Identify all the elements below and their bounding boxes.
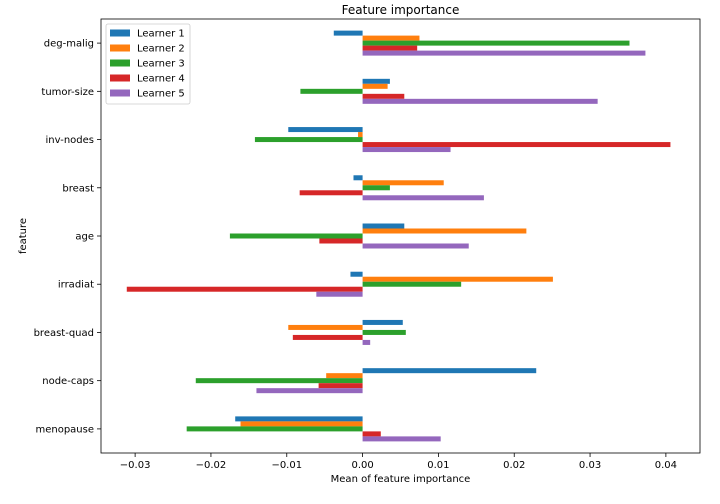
plot-frame — [100, 18, 701, 454]
bar-age-learner-5 — [362, 243, 469, 249]
bar-breast-quad-learner-5 — [362, 339, 371, 345]
legend-label-learner-1: Learner 1 — [137, 29, 185, 40]
bar-breast-quad-learner-3 — [362, 329, 406, 335]
y-tick-label-tumor-size: tumor-size — [41, 87, 94, 98]
legend: Learner 1 Learner 2 Learner 3 Learner 4 Lear… — [105, 23, 191, 105]
y-tick-label-menopause: menopause — [35, 424, 94, 435]
bar-deg-malig-learner-4 — [362, 45, 418, 51]
bar-irradiat-learner-1 — [350, 271, 363, 277]
bar-breast-quad-learner-2 — [288, 324, 363, 330]
x-axis-ticks: −0.03 −0.02 −0.01 0.00 0.01 0.02 0.03 0.04 — [120, 453, 677, 471]
bar-menopause-learner-2 — [240, 421, 363, 427]
bar-age-learner-2 — [362, 228, 527, 234]
x-tick-label: 0.04 — [655, 460, 677, 471]
bar-breast-learner-5 — [362, 195, 484, 201]
y-tick-label-node-caps: node-caps — [42, 376, 94, 387]
bar-breast-learner-4 — [299, 190, 363, 196]
bar-irradiat-learner-5 — [316, 291, 363, 297]
legend-swatch-learner-4 — [110, 74, 130, 82]
bar-breast-learner-3 — [362, 185, 390, 191]
bar-node-caps-learner-4 — [318, 383, 363, 389]
bar-menopause-learner-1 — [235, 416, 363, 422]
legend-swatch-learner-5 — [110, 89, 130, 97]
y-axis-label: feature — [18, 218, 29, 254]
bar-breast-learner-1 — [353, 175, 363, 181]
bar-node-caps-learner-3 — [195, 378, 363, 384]
bar-irradiat-learner-4 — [126, 286, 363, 292]
y-tick-label-deg-malig: deg-malig — [44, 39, 94, 50]
legend-label-learner-3: Learner 3 — [137, 59, 185, 70]
y-tick-label-age: age — [75, 232, 94, 243]
bar-age-learner-1 — [362, 223, 405, 229]
bar-node-caps-learner-2 — [326, 373, 363, 379]
bar-irradiat-learner-3 — [362, 281, 462, 287]
legend-label-learner-5: Learner 5 — [137, 89, 185, 100]
bar-tumor-size-learner-4 — [362, 93, 405, 99]
bar-tumor-size-learner-5 — [362, 98, 598, 104]
bar-inv-nodes-learner-5 — [362, 147, 451, 153]
bar-node-caps-learner-1 — [362, 368, 537, 374]
y-tick-label-inv-nodes: inv-nodes — [45, 135, 94, 146]
y-tick-label-breast-quad: breast-quad — [34, 328, 94, 339]
bar-menopause-learner-5 — [362, 436, 441, 442]
bar-deg-malig-learner-3 — [362, 40, 630, 46]
x-tick-label: 0.01 — [427, 460, 449, 471]
y-tick-label-irradiat: irradiat — [58, 280, 94, 291]
bar-menopause-learner-4 — [362, 431, 381, 437]
x-tick-label: 0.02 — [503, 460, 525, 471]
bar-deg-malig-learner-5 — [362, 50, 646, 56]
x-tick-label: 0.00 — [351, 460, 373, 471]
bar-tumor-size-learner-2 — [362, 83, 388, 89]
x-axis-label: Mean of feature importance — [331, 474, 471, 485]
y-axis-ticks: deg-malig tumor-size inv-nodes breast age irr… — [34, 39, 101, 435]
bar-node-caps-learner-5 — [256, 388, 363, 394]
x-tick-label: −0.01 — [271, 460, 302, 471]
bar-deg-malig-learner-1 — [333, 30, 363, 36]
bar-deg-malig-learner-2 — [362, 35, 420, 41]
legend-frame — [105, 23, 191, 105]
bar-tumor-size-learner-1 — [362, 78, 390, 84]
chart-title: Feature importance — [342, 3, 460, 17]
bars-layer — [126, 30, 671, 442]
bar-inv-nodes-learner-2 — [358, 132, 363, 138]
bar-breast-learner-2 — [362, 180, 444, 186]
legend-label-learner-4: Learner 4 — [137, 74, 185, 85]
bar-age-learner-4 — [319, 238, 363, 244]
bar-tumor-size-learner-3 — [300, 88, 363, 94]
bar-inv-nodes-learner-4 — [362, 142, 671, 148]
bar-menopause-learner-3 — [186, 426, 363, 432]
bar-irradiat-learner-2 — [362, 276, 553, 282]
legend-swatch-learner-2 — [110, 44, 130, 52]
bar-age-learner-3 — [229, 233, 363, 239]
bar-inv-nodes-learner-1 — [288, 127, 363, 133]
legend-swatch-learner-1 — [110, 29, 130, 37]
bar-inv-nodes-learner-3 — [254, 137, 363, 143]
x-tick-label: 0.03 — [579, 460, 601, 471]
x-tick-label: −0.03 — [120, 460, 151, 471]
y-tick-label-breast: breast — [62, 183, 94, 194]
legend-label-learner-2: Learner 2 — [137, 44, 185, 55]
bar-breast-quad-learner-1 — [362, 319, 403, 325]
x-tick-label: −0.02 — [196, 460, 227, 471]
legend-swatch-learner-3 — [110, 59, 130, 67]
bar-breast-quad-learner-4 — [292, 334, 363, 340]
